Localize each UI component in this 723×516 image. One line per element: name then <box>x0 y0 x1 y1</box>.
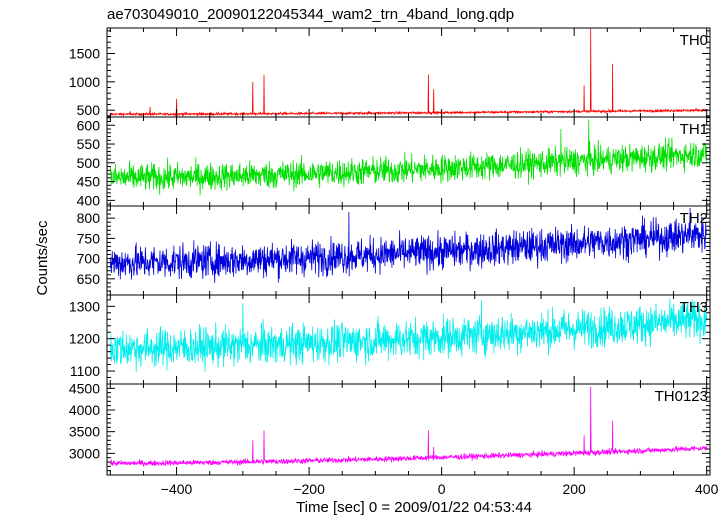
panel-th3: 1100 1200 1300 TH3 <box>69 294 711 385</box>
y-tick-label: 750 <box>77 230 101 246</box>
y-tick-label: 500 <box>77 155 101 171</box>
y-tick-label: 500 <box>77 102 101 118</box>
y-tick-label: 400 <box>77 192 101 208</box>
panel-label: TH3 <box>680 299 708 316</box>
chart-title: ae703049010_20090122045344_wam2_trn_4ban… <box>107 6 514 23</box>
panel-th0: 500 1000 1500 TH0 <box>69 27 711 118</box>
y-tick-label: 3500 <box>69 424 100 440</box>
series-line-th0123 <box>109 386 708 467</box>
y-tick-label: 450 <box>77 174 101 190</box>
x-tick-label: −400 <box>161 481 193 497</box>
panel-th2: 650 700 750 800 TH2 <box>77 205 711 296</box>
y-tick-label: 3000 <box>69 445 100 461</box>
panel-label: TH0 <box>680 32 708 49</box>
y-tick-label: 650 <box>77 271 101 287</box>
y-tick-label: 550 <box>77 136 101 152</box>
y-tick-label: 1500 <box>69 46 100 62</box>
y-tick-label: 1200 <box>69 331 100 347</box>
panel-frame <box>106 27 711 118</box>
x-tick-label: 200 <box>562 481 586 497</box>
series-line-th0 <box>110 28 708 117</box>
x-axis-label: Time [sec] 0 = 2009/01/22 04:53:44 <box>296 499 532 516</box>
y-tick-label: 4000 <box>69 402 100 418</box>
y-tick-label: 700 <box>77 251 101 267</box>
y-tick-label: 600 <box>77 117 101 133</box>
series-line-th3 <box>109 298 708 373</box>
y-tick-label: 1300 <box>69 298 100 314</box>
y-tick-label: 1000 <box>69 74 100 90</box>
x-tick-label: −200 <box>293 481 325 497</box>
panel-label: TH1 <box>680 121 708 138</box>
y-tick-label: 4500 <box>69 380 100 396</box>
panel-label: TH2 <box>680 210 708 227</box>
panel-th0123: 3000 3500 4000 4500 TH0123 <box>69 380 711 476</box>
panel-label: TH0123 <box>655 388 708 405</box>
y-tick-label: 1100 <box>70 363 100 379</box>
y-axis-label: Counts/sec <box>34 220 51 296</box>
series-line-th2 <box>109 207 708 283</box>
y-tick-label: 800 <box>77 210 101 226</box>
panel-th1: 400 450 500 550 600 TH1 <box>77 116 711 208</box>
panels: 500 1000 1500 TH0 400 450 500 550 600 TH1 650 700 75… <box>69 27 719 497</box>
series-line-th1 <box>109 119 708 196</box>
x-tick-label: 0 <box>438 481 446 497</box>
x-tick-label: 400 <box>695 481 719 497</box>
